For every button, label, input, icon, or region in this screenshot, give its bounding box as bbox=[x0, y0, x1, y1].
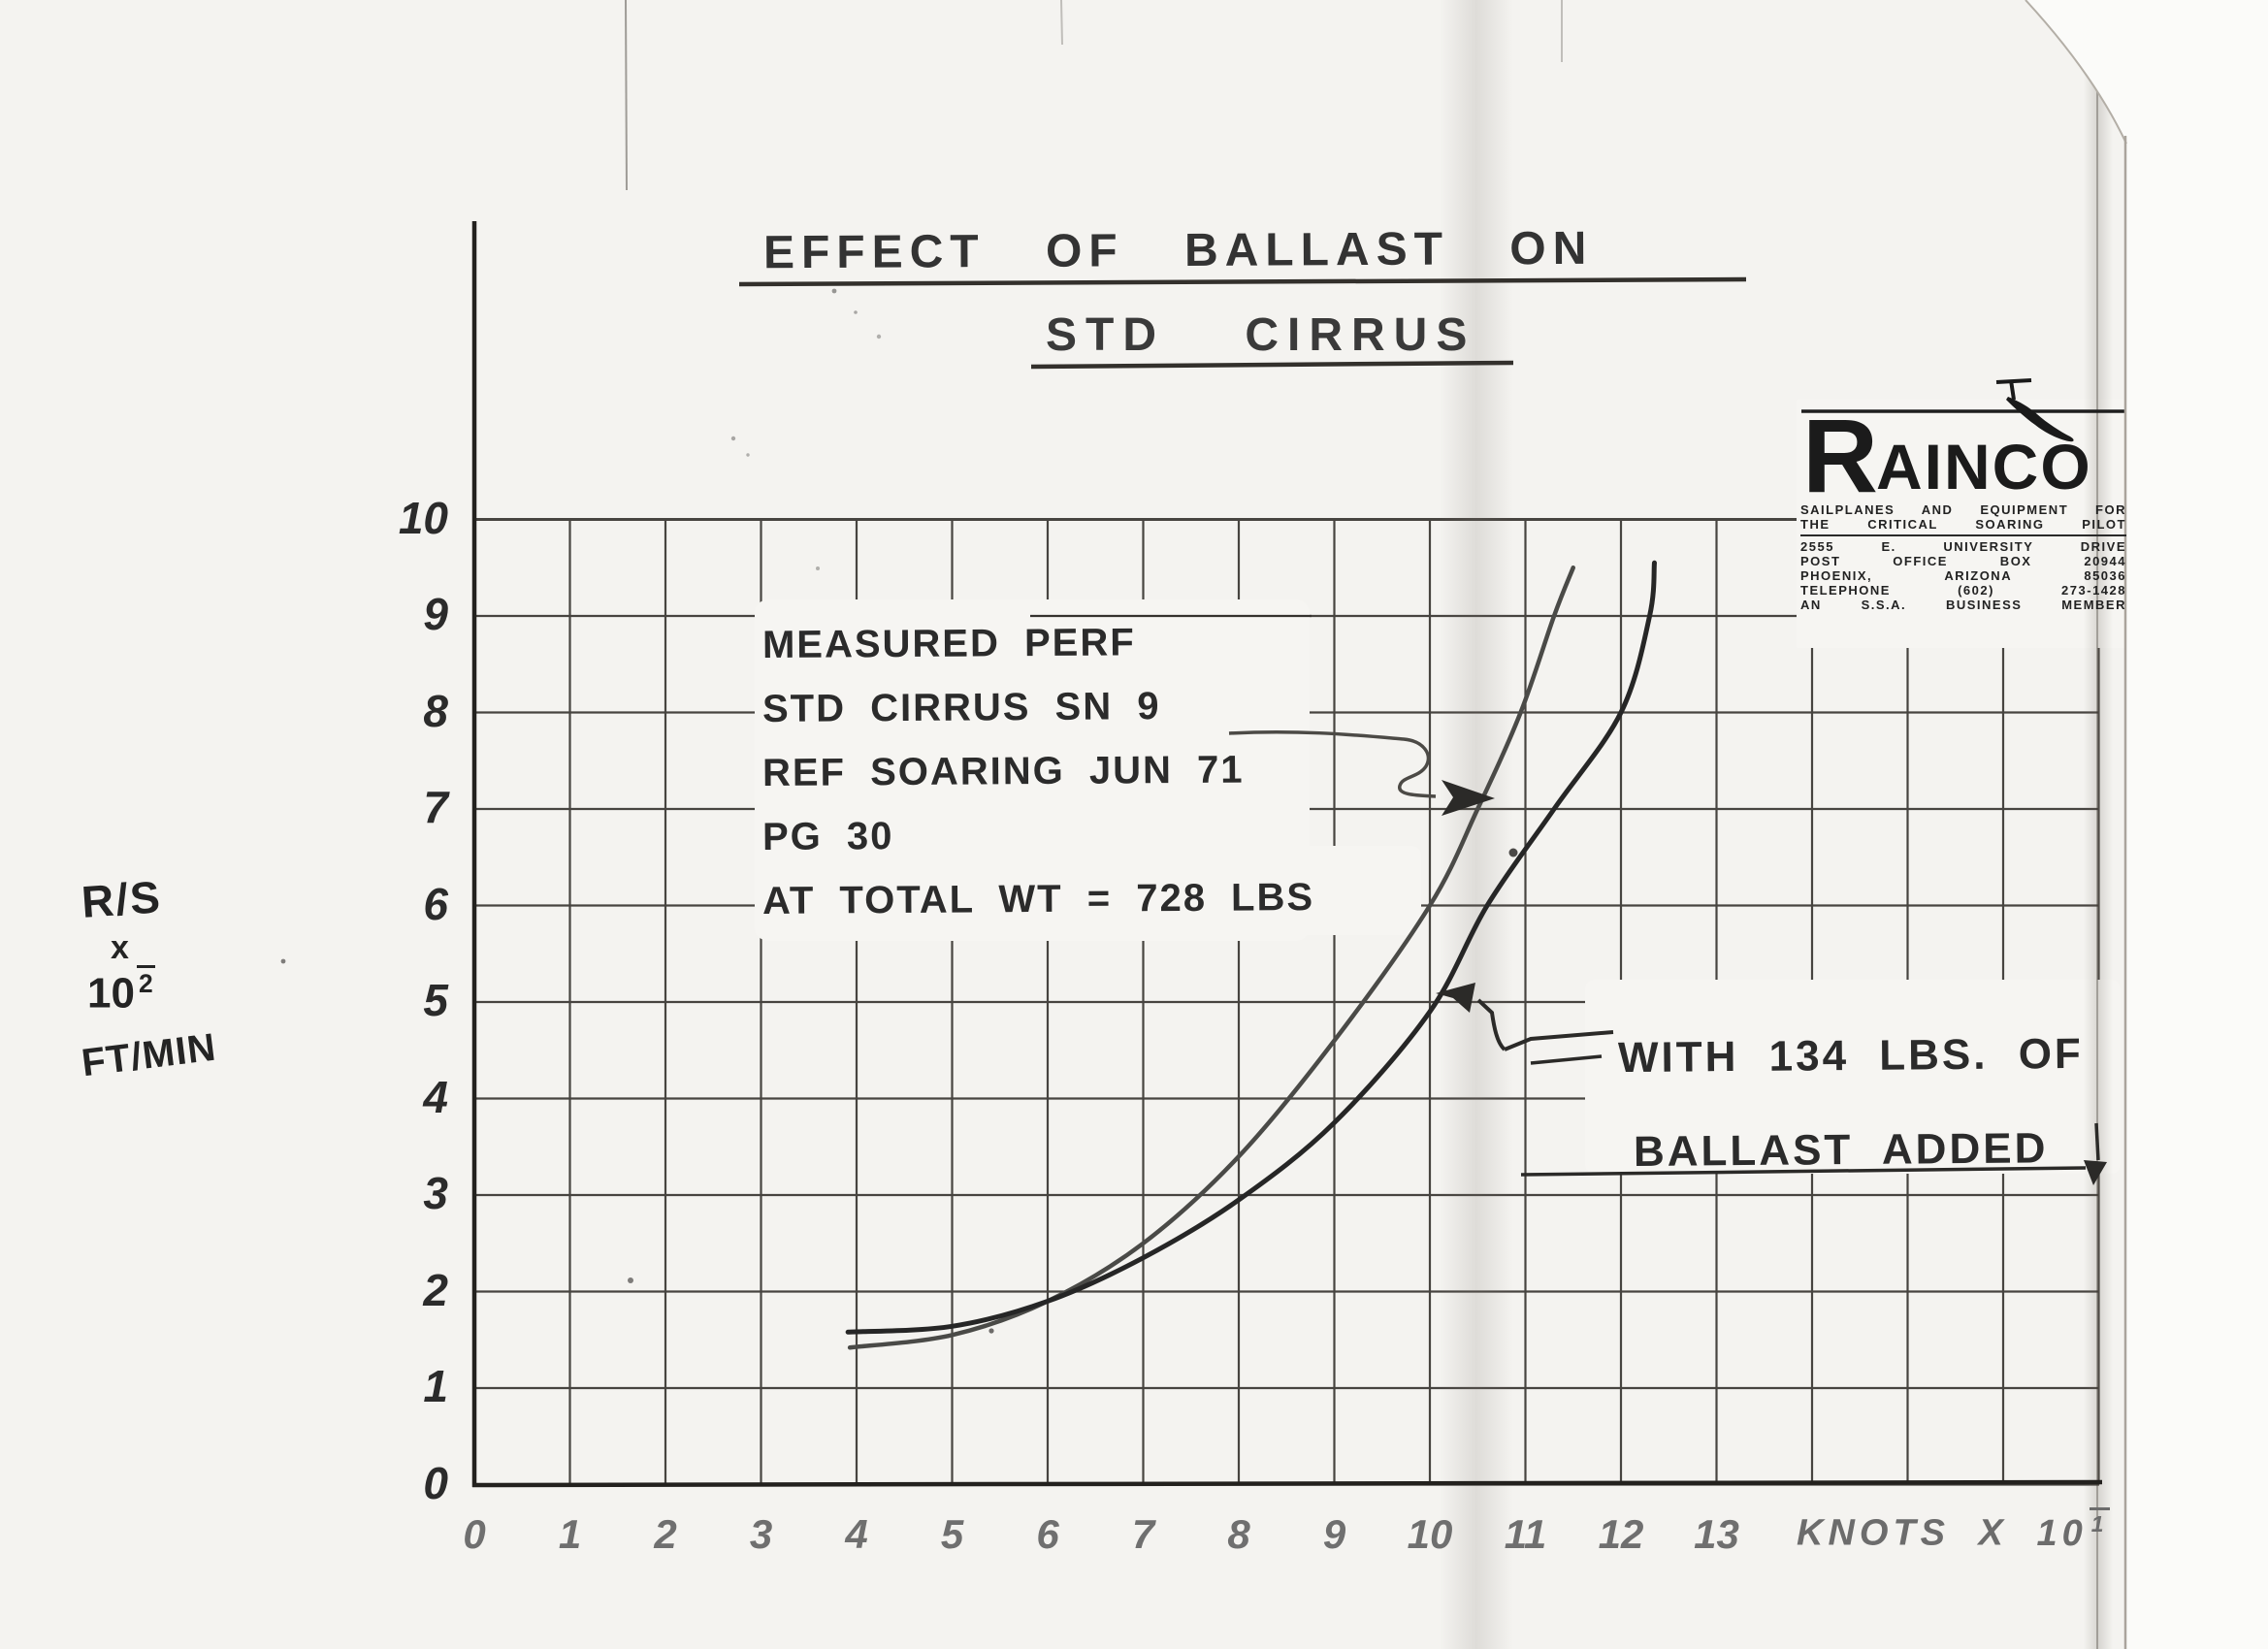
sailplane-icon bbox=[1995, 378, 2074, 442]
erased-patches bbox=[755, 400, 2126, 1174]
x-axis-tick-label: 12 bbox=[1598, 1511, 1644, 1557]
y-axis-tick-label: 10 bbox=[398, 492, 448, 543]
logo-divider bbox=[1800, 534, 2126, 536]
logo-address-1: 2555 E. UNIVERSITY DRIVE bbox=[1800, 539, 2126, 554]
annotation-measured-line2: STD CIRRUS SN 9 bbox=[761, 685, 1161, 730]
y-axis-tick-label: 3 bbox=[423, 1168, 448, 1218]
page-title-line1: EFFECT OF BALLAST ON bbox=[762, 222, 1594, 279]
y-axis-tick-label: 2 bbox=[423, 1264, 448, 1315]
x-axis-tick-label: 0 bbox=[463, 1511, 486, 1557]
ballast-note-underline-arrow bbox=[1520, 1122, 2107, 1185]
annotation-measured-perf: MEASURED PERF STD CIRRUS SN 9 REF SOARIN… bbox=[762, 611, 1314, 931]
axes-lines bbox=[471, 221, 2103, 1488]
annotation-measured-line5: AT TOTAL WT = 728 LBS bbox=[761, 876, 1315, 922]
y-axis-unit-label: R/S x 10 2 FT/MIN bbox=[80, 871, 219, 1084]
page-edge bbox=[2025, 0, 2268, 1649]
logo-tagline-2: THE CRITICAL SOARING PILOT bbox=[1800, 517, 2126, 532]
rainco-logo: R AINCO SAILPLANES AND EQUIPMENT FOR THE … bbox=[1800, 397, 2126, 612]
logo-address-2: POST OFFICE BOX 20944 bbox=[1800, 554, 2126, 568]
logo-address-5: AN S.S.A. BUSINESS MEMBER bbox=[1800, 598, 2126, 612]
arrow-to-ballast-curve bbox=[1436, 983, 1614, 1065]
y-axis-tick-label: 6 bbox=[423, 878, 448, 929]
annotation-measured-line3: REF SOARING JUN 71 bbox=[761, 748, 1245, 794]
x-axis-tick-label: 6 bbox=[1036, 1511, 1059, 1557]
y-axis-tick-label: 7 bbox=[423, 782, 448, 832]
x-axis-tick-label: 2 bbox=[654, 1511, 677, 1557]
x-axis-unit-label: KNOTS X 10 1 bbox=[1797, 1507, 2111, 1555]
y-axis-tick-label: 5 bbox=[423, 975, 448, 1025]
x-axis-tick-label: 3 bbox=[749, 1511, 773, 1557]
y-unit-times: x bbox=[111, 929, 129, 966]
title-underlines bbox=[738, 276, 1747, 370]
y-unit-numerator: R/S bbox=[80, 871, 164, 927]
logo-tagline-1: SAILPLANES AND EQUIPMENT FOR bbox=[1800, 502, 2126, 517]
logo-address-3: PHOENIX, ARIZONA 85036 bbox=[1800, 568, 2126, 583]
page-title-line2: STD CIRRUS bbox=[1046, 309, 1476, 361]
x-axis-tick-label: 4 bbox=[845, 1511, 868, 1557]
rainco-brand: R AINCO bbox=[1802, 397, 2126, 514]
annotation-ballast-line2: BALLAST ADDED bbox=[1633, 1124, 2049, 1177]
x-unit-power: 10 1 bbox=[2036, 1507, 2111, 1554]
annotation-measured-line4: PG 30 bbox=[761, 815, 894, 858]
x-axis-tick-label: 10 bbox=[1407, 1511, 1453, 1557]
x-axis-tick-label: 9 bbox=[1322, 1511, 1346, 1557]
x-axis-tick-label: 8 bbox=[1227, 1511, 1250, 1557]
x-axis-tick-label: 13 bbox=[1694, 1511, 1739, 1557]
x-axis-tick-label: 7 bbox=[1131, 1511, 1155, 1557]
annotation-ballast-line1: WITH 134 LBS. OF bbox=[1617, 1029, 2085, 1083]
polar-curves bbox=[845, 560, 1657, 1350]
annotation-measured-line1: MEASURED PERF bbox=[761, 621, 1136, 666]
y-unit-power: 10 2 bbox=[87, 965, 216, 1018]
curve-728-lbs bbox=[847, 566, 1575, 1350]
y-axis-tick-label: 1 bbox=[423, 1361, 448, 1411]
rainco-logo-graphics bbox=[1801, 378, 2124, 442]
rainco-brand-r: R bbox=[1802, 397, 1878, 514]
logo-address-4: TELEPHONE (602) 273-1428 bbox=[1800, 583, 2126, 598]
x-axis-tick-label: 11 bbox=[1504, 1511, 1547, 1557]
y-axis-tick-label: 0 bbox=[423, 1457, 448, 1508]
annotation-ballast: WITH 134 LBS. OF BALLAST ADDED bbox=[1618, 1009, 2084, 1197]
y-axis-tick-label: 9 bbox=[423, 589, 448, 639]
y-axis-tick-label: 8 bbox=[423, 685, 448, 736]
x-axis-tick-label: 5 bbox=[940, 1511, 964, 1557]
x-axis-tick-label: 1 bbox=[558, 1511, 582, 1557]
paper-folds bbox=[625, 0, 2113, 1649]
rainco-brand-rest: AINCO bbox=[1876, 431, 2092, 502]
curve-with-ballast bbox=[845, 560, 1657, 1335]
arrow-to-728-curve bbox=[1228, 729, 1495, 816]
pencil-specks bbox=[280, 288, 1518, 1334]
y-unit-denominator: FT/MIN bbox=[79, 1025, 219, 1084]
y-axis-tick-label: 4 bbox=[423, 1071, 448, 1122]
